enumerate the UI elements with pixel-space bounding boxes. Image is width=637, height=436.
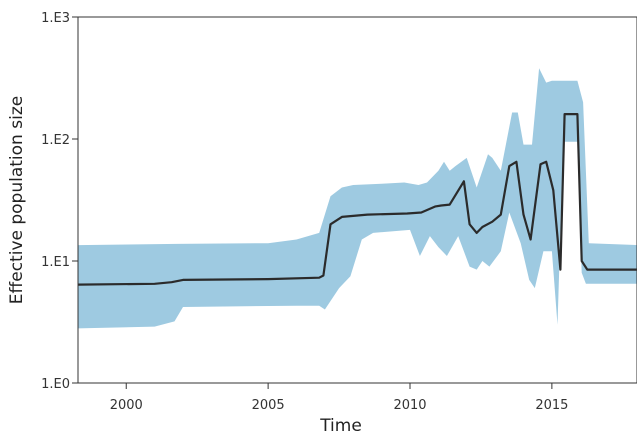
- x-tick-label: 2010: [393, 398, 426, 413]
- plot-area: [77, 68, 637, 329]
- x-tick-label: 2015: [535, 398, 568, 413]
- y-tick-label: 1.E2: [41, 133, 70, 148]
- y-tick-label: 1.E3: [41, 11, 70, 26]
- y-tick-label: 1.E1: [41, 255, 70, 270]
- median-line: [77, 113, 637, 286]
- y-axis: 1.E0 1.E1 1.E2 1.E3 Effective population si…: [7, 11, 78, 392]
- x-axis-title: Time: [319, 416, 362, 436]
- x-tick-label: 2000: [110, 398, 143, 413]
- confidence-band: [78, 68, 637, 329]
- plot-frame: [77, 16, 637, 384]
- x-axis: 2000 2005 2010 2015 Time: [110, 383, 568, 436]
- y-axis-title: Effective population size: [7, 96, 27, 304]
- x-tick-label: 2005: [252, 398, 285, 413]
- y-tick-label: 1.E0: [41, 377, 70, 392]
